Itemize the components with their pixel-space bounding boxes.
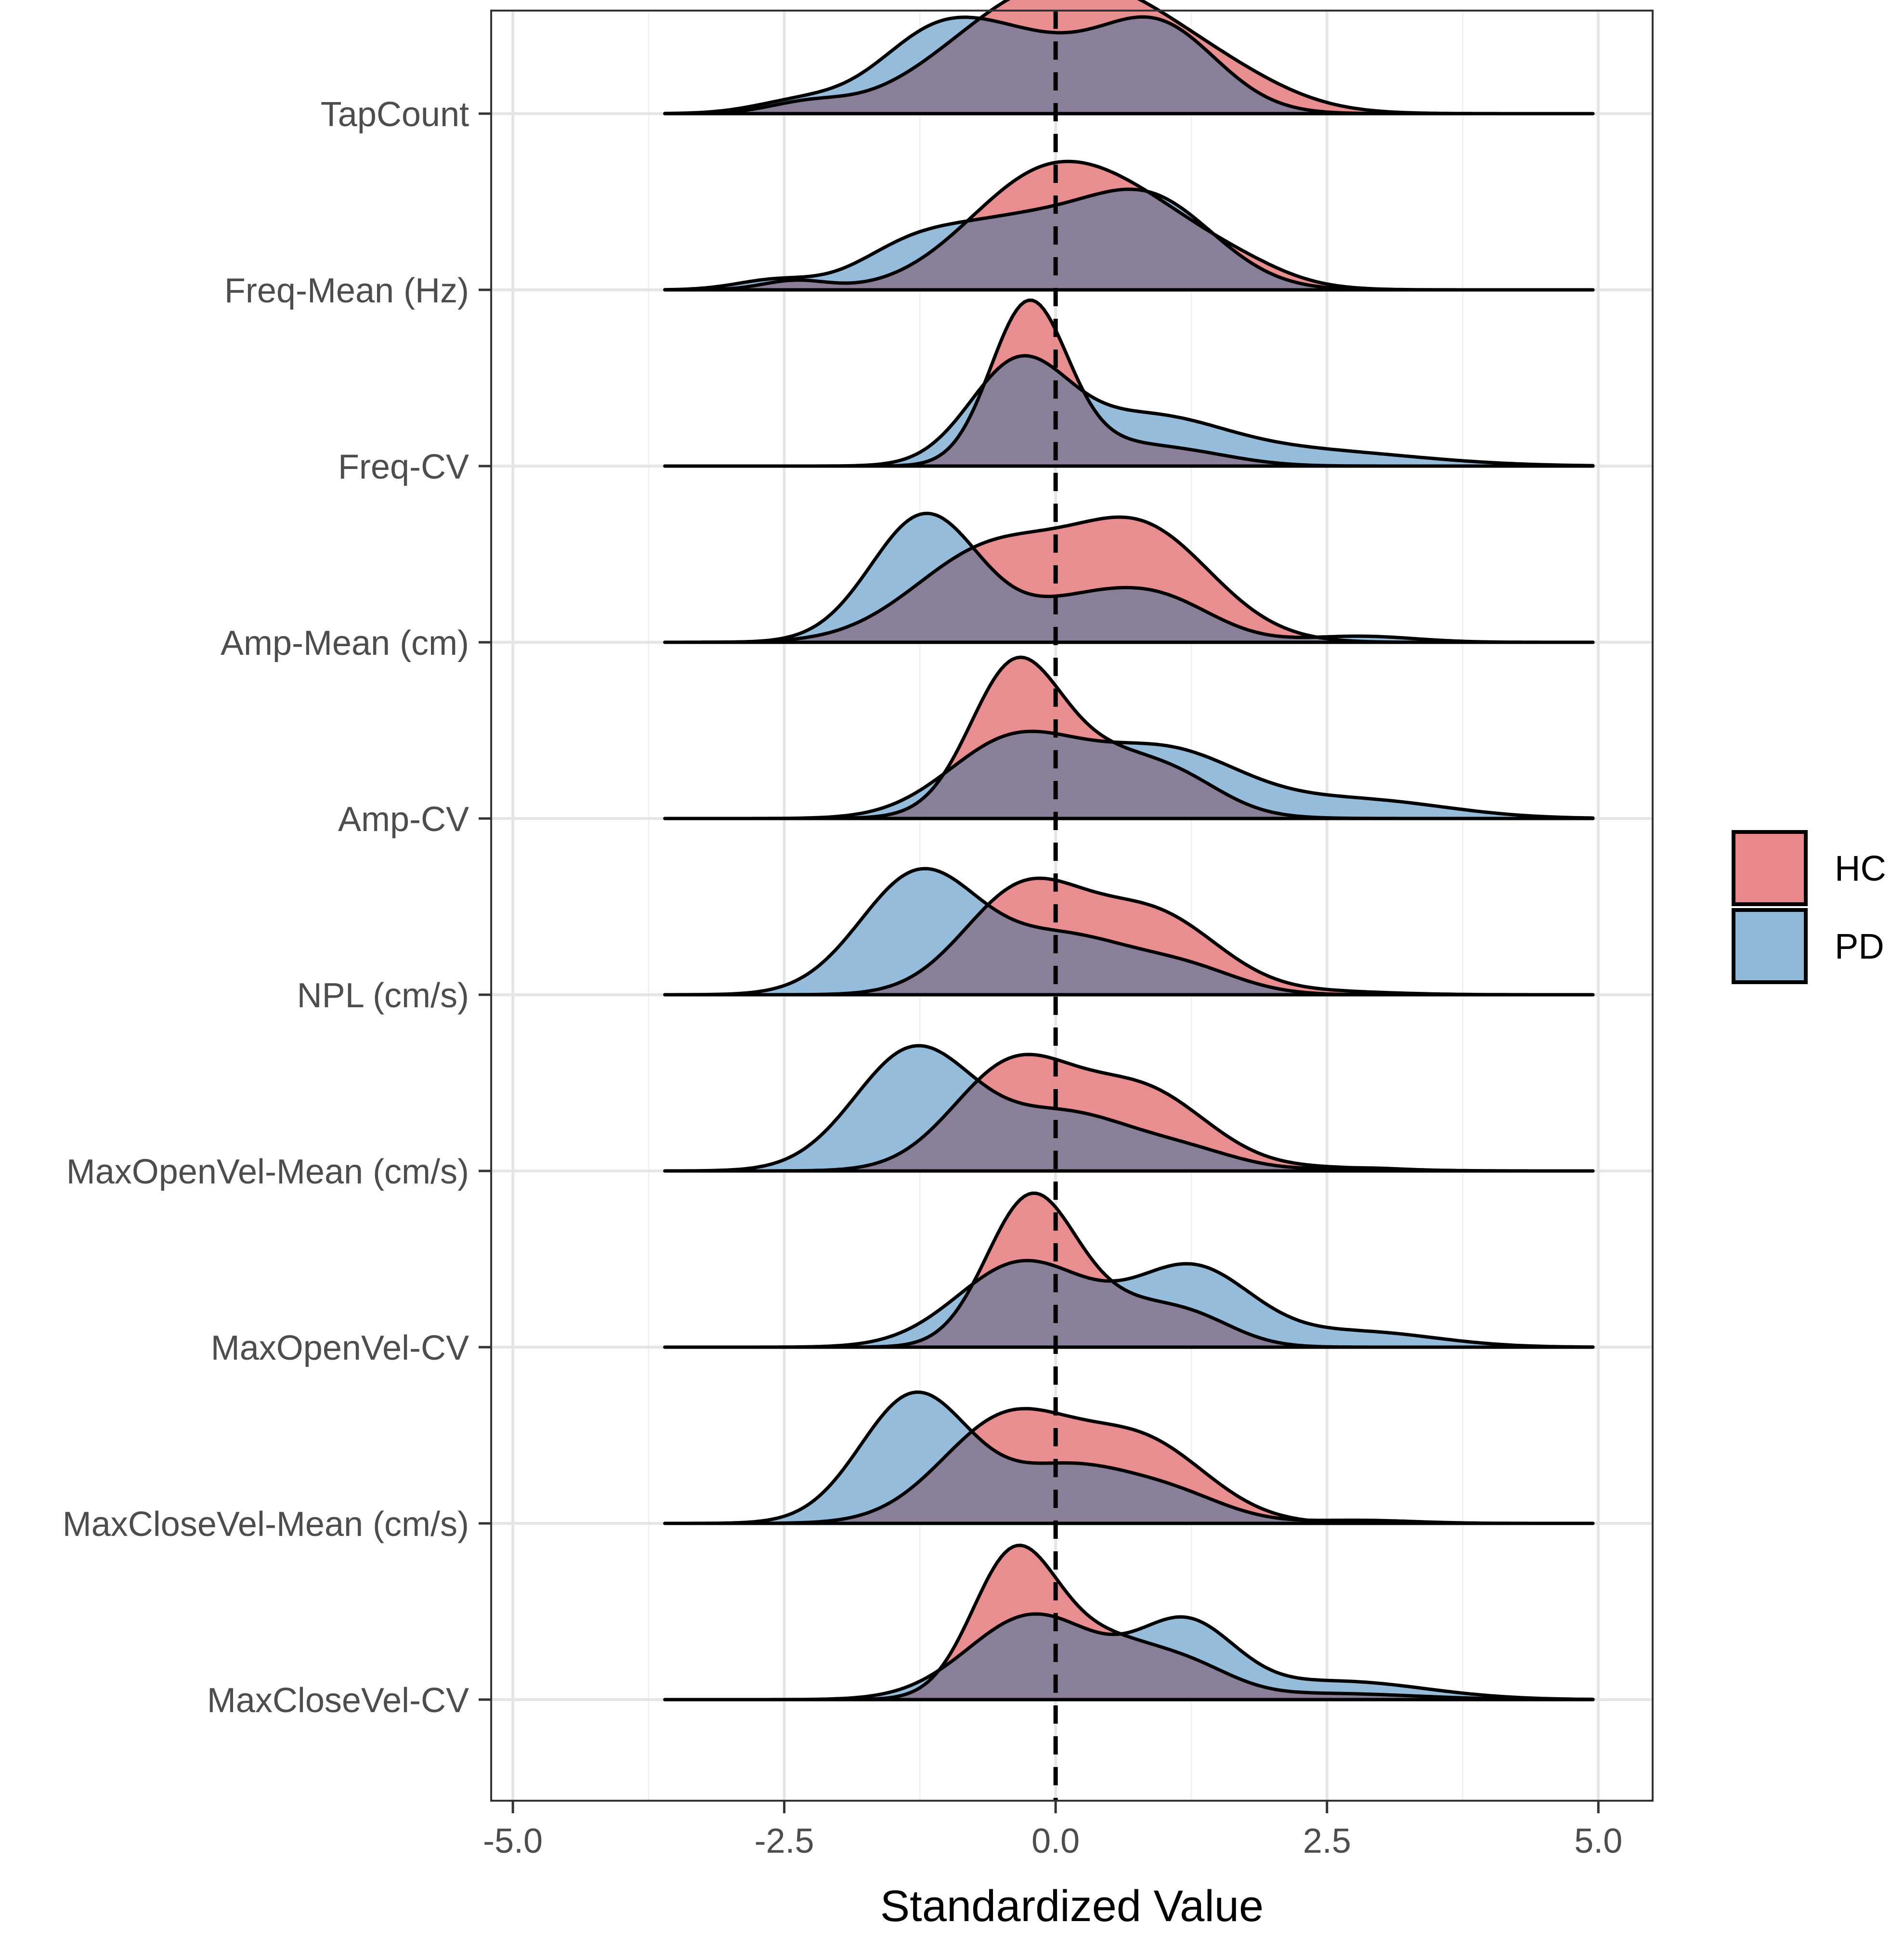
ridge-group <box>663 1191 1595 1349</box>
ridge-hc-fill <box>665 878 1593 995</box>
ridge-pd-fill <box>665 869 1593 995</box>
x-tick-label: 5.0 <box>1574 1822 1622 1860</box>
ridge-pd-line <box>663 354 1595 468</box>
ridge-layer <box>663 0 1595 1702</box>
ridge-overlap-fill <box>665 189 1593 290</box>
ridge-group <box>663 159 1595 292</box>
ridge-group <box>663 655 1595 820</box>
ridge-pd-line <box>663 1259 1595 1349</box>
ridge-group <box>663 1044 1595 1173</box>
legend-key-pd <box>1732 908 1808 984</box>
ridge-overlap-fill <box>665 731 1593 819</box>
y-tick-label: MaxOpenVel-CV <box>211 1329 469 1367</box>
ridge-pd-line <box>663 1390 1595 1525</box>
y-tick-label: MaxOpenVel-Mean (cm/s) <box>66 1153 469 1191</box>
ridge-pd-fill <box>665 1045 1593 1171</box>
y-tick-label: MaxCloseVel-Mean (cm/s) <box>63 1505 469 1544</box>
x-tick-label: 2.5 <box>1303 1822 1351 1860</box>
y-tick-label: Amp-Mean (cm) <box>221 624 469 663</box>
ridge-pd-line <box>663 187 1595 292</box>
ridge-pd-fill <box>665 1392 1593 1523</box>
y-tick-label: MaxCloseVel-CV <box>207 1681 469 1720</box>
ridge-overlap-fill <box>665 17 1593 114</box>
ridge-pd-line <box>663 511 1595 644</box>
ridge-pd-line <box>663 729 1595 820</box>
ridge-hc-fill <box>665 1054 1593 1171</box>
ridge-group <box>663 511 1595 644</box>
x-tick-label: 0.0 <box>1031 1822 1080 1860</box>
x-tick-label: -2.5 <box>755 1822 814 1860</box>
ridge-group <box>663 299 1595 468</box>
ridge-group <box>663 0 1595 116</box>
y-tick-label: Freq-Mean (Hz) <box>224 272 469 310</box>
y-tick-label: Freq-CV <box>338 448 469 486</box>
ridge-overlap-fill <box>665 1080 1593 1171</box>
ridge-pd-line <box>663 1044 1595 1173</box>
y-tick-label: NPL (cm/s) <box>297 976 469 1015</box>
y-tick-label: TapCount <box>321 95 469 134</box>
ridge-overlap-fill <box>665 548 1593 642</box>
x-axis: -5.0 -2.5 0.0 2.5 5.0 <box>483 1801 1622 1860</box>
legend-label-hc: HC <box>1835 848 1886 888</box>
ridge-overlap-fill <box>665 1260 1593 1347</box>
ridge-overlap-fill <box>665 355 1593 466</box>
ridge-group <box>663 1544 1595 1702</box>
ridge-pd-line <box>663 15 1595 116</box>
ridge-group <box>663 1390 1595 1525</box>
legend-key-hc <box>1732 830 1808 906</box>
ridge-group <box>663 867 1595 997</box>
y-tick-label: Amp-CV <box>338 800 469 839</box>
panel-border <box>490 10 1654 1802</box>
ridge-overlap-fill <box>665 1614 1593 1700</box>
ridge-pd-line <box>663 867 1595 997</box>
ridge-overlap-fill <box>665 906 1593 995</box>
ridge-hc-fill <box>665 1408 1593 1523</box>
ridge-pd-line <box>663 1612 1595 1702</box>
y-axis: TapCount Freq-Mean (Hz) Freq-CV Amp-Mean (c… <box>63 95 491 1720</box>
legend-label-pd: PD <box>1835 926 1884 966</box>
legend: HC PD <box>1732 830 1886 984</box>
x-tick-label: -5.0 <box>483 1822 543 1860</box>
x-axis-title: Standardized Value <box>880 1882 1264 1931</box>
ridge-overlap-fill <box>665 1432 1593 1523</box>
